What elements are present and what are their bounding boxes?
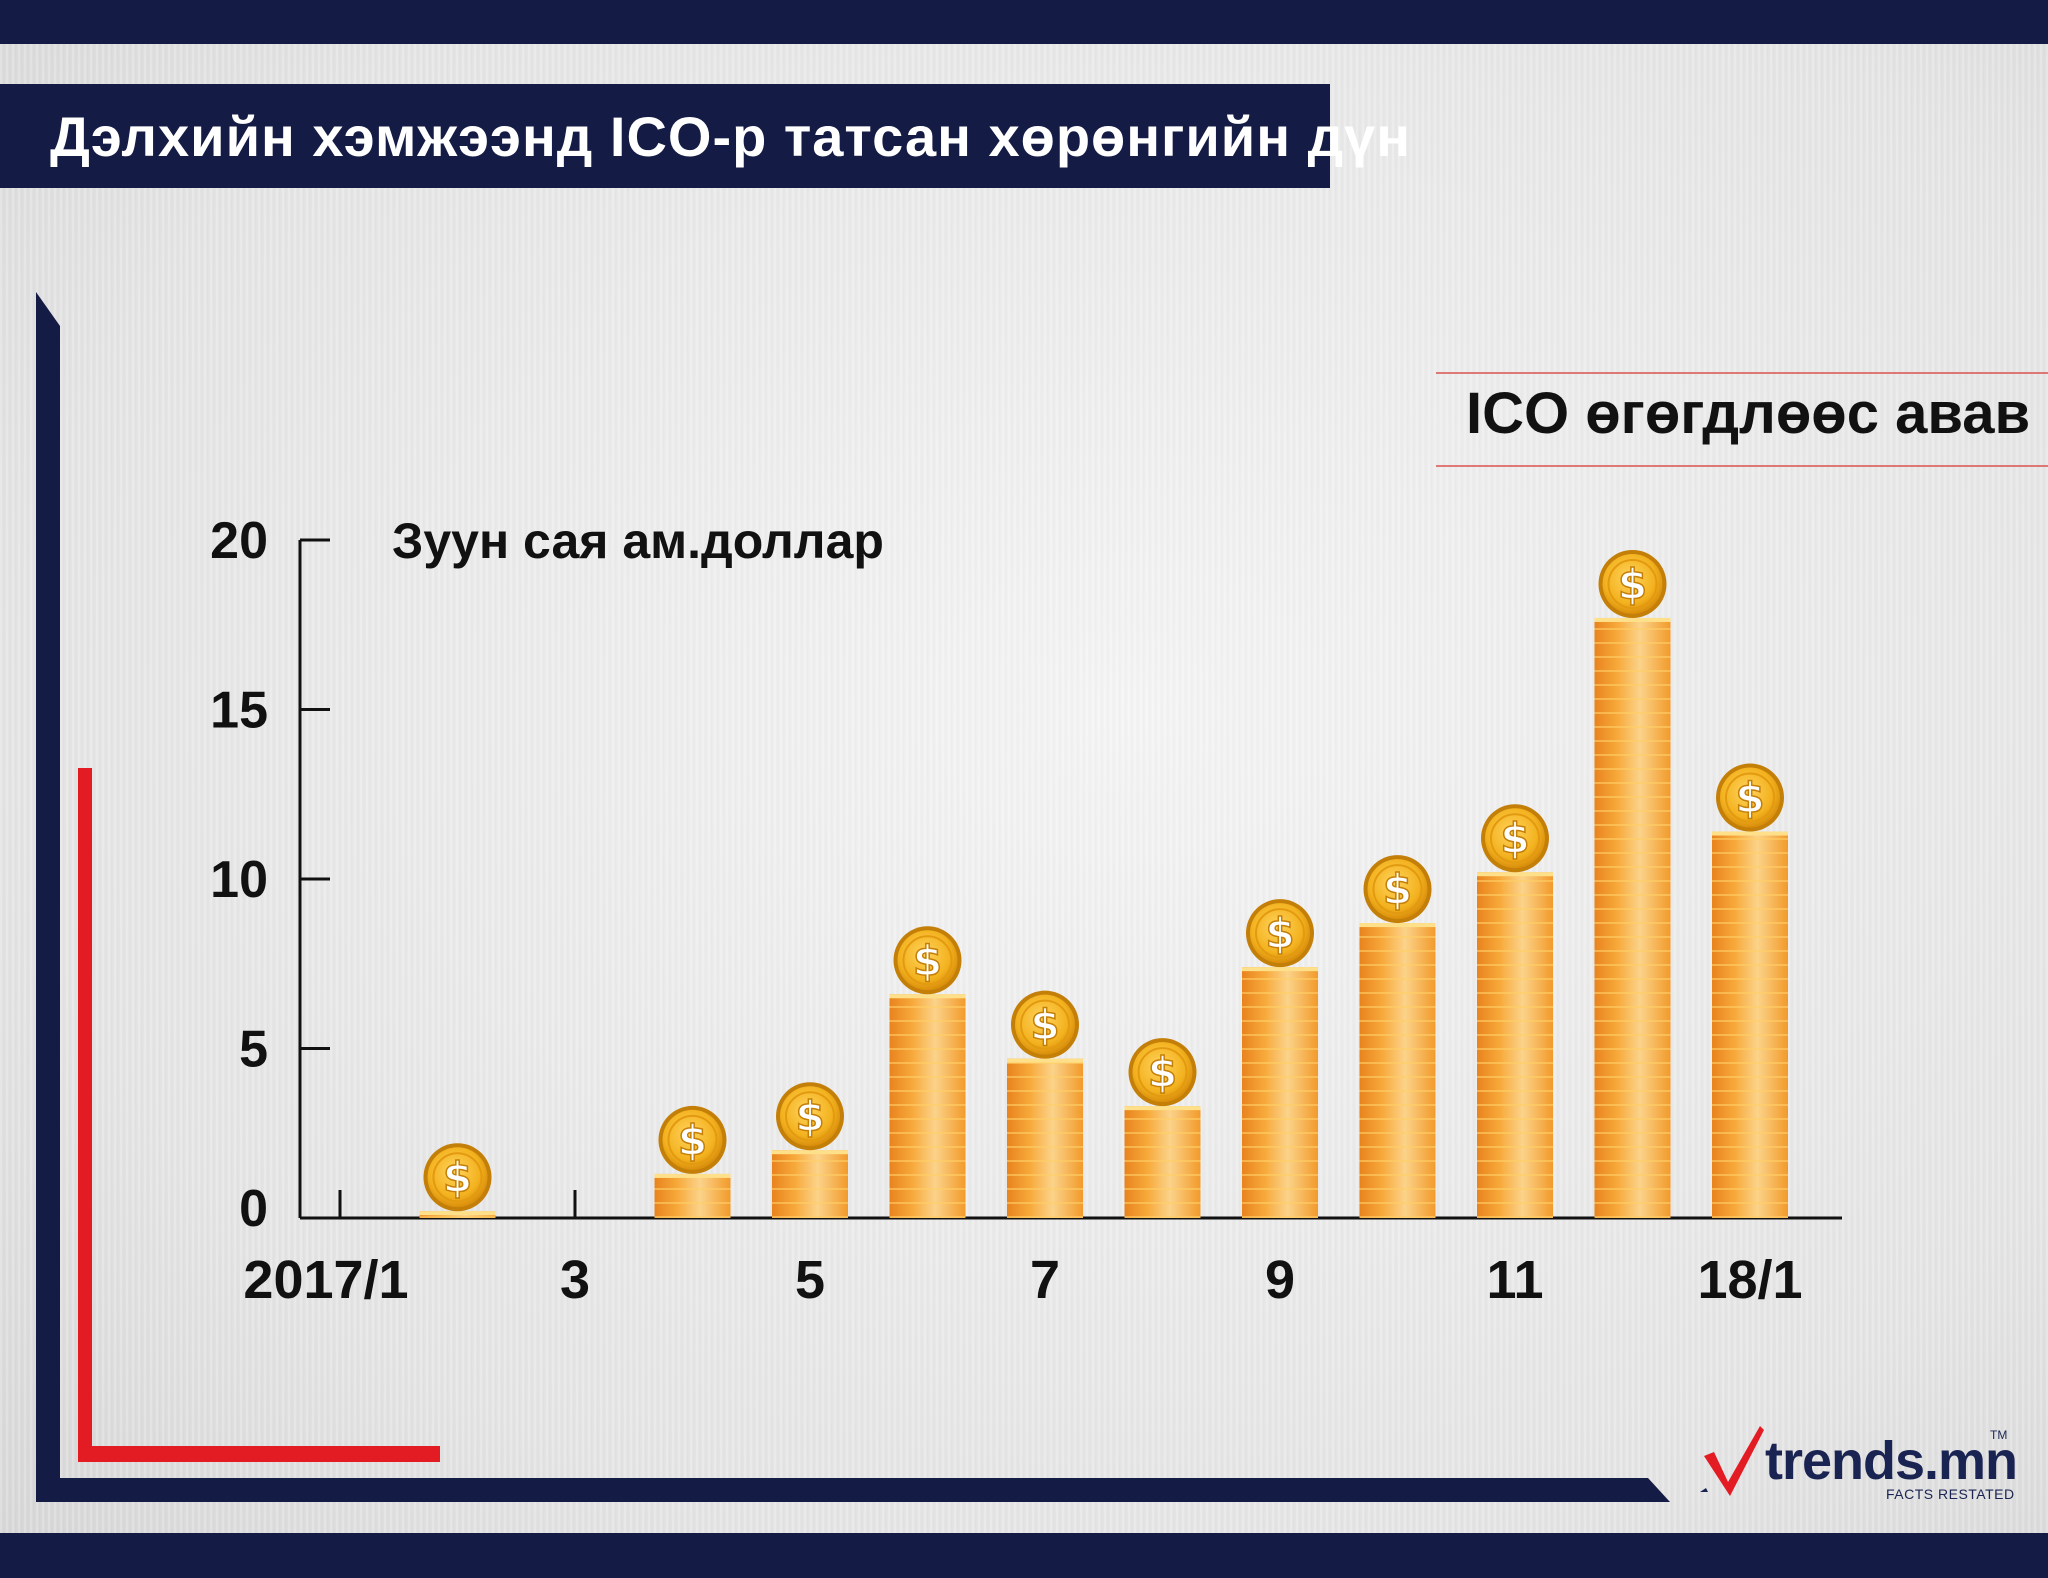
x-tick-label: 9: [1265, 1250, 1295, 1310]
bottom-bar: [0, 1533, 2048, 1578]
bar-texture: [654, 1173, 731, 1218]
x-tick-label: 2017/1: [243, 1250, 408, 1310]
bar-coin-stack: $: [1242, 899, 1318, 1218]
title-banner: Дэлхийн хэмжээнд ICO-р татсан хөрөнгийн …: [0, 84, 1410, 188]
coin-inner-ring: [785, 1091, 835, 1142]
bar-top-edge: [654, 1173, 731, 1178]
bar-top-edge: [772, 1150, 848, 1155]
bar-coin-stack: $: [1359, 855, 1436, 1218]
y-tick-label: 15: [210, 682, 268, 740]
coin-inner-ring: [1372, 864, 1423, 915]
bar-top-edge: [1594, 617, 1671, 622]
dollar-icon: $: [678, 1116, 707, 1165]
bar-coin-stack: $: [654, 1105, 731, 1218]
chart-title: Дэлхийн хэмжээнд ICO-р татсан хөрөнгийн …: [50, 104, 1412, 168]
bar-texture: [1124, 1106, 1201, 1218]
dollar-icon: $: [795, 1092, 824, 1141]
bar-coin-stack: $: [419, 1143, 496, 1218]
coin-inner-ring: [1020, 999, 1070, 1050]
top-bar: [0, 0, 2048, 44]
coin-face: [1602, 553, 1663, 614]
frame-bottom-red: [78, 1446, 440, 1462]
chart-bars: $ $ $ $ $ $ $ $ $ $ $: [419, 549, 1788, 1218]
coin-inner-ring: [1607, 558, 1658, 609]
frame-bottom-navy: [36, 1478, 1670, 1502]
coin-inner-ring: [667, 1114, 718, 1165]
coin-inner-ring: [902, 935, 953, 986]
x-tick-label: 7: [1030, 1250, 1060, 1310]
bar-coin-stack: $: [1477, 804, 1553, 1218]
coin-inner-ring: [1490, 813, 1540, 864]
coin-face: [1485, 808, 1545, 869]
bar-top-edge: [1712, 831, 1788, 836]
frame-decoration: [36, 292, 2048, 1502]
y-axis-unit-label: Зуун сая ам.доллар: [392, 513, 884, 569]
coin-inner-ring: [1255, 908, 1305, 959]
logo-tm-mark: TM: [1990, 1428, 2008, 1442]
bar-top-edge: [419, 1211, 496, 1216]
dollar-icon: $: [1735, 774, 1764, 823]
bar-top-edge: [889, 994, 966, 999]
bar-texture: [1242, 967, 1318, 1218]
bar-top-edge: [1359, 923, 1436, 928]
coin-inner-ring: [432, 1152, 483, 1203]
coin-face: [1720, 767, 1780, 828]
x-tick-label: 5: [795, 1250, 825, 1310]
dollar-icon: $: [1618, 560, 1647, 609]
x-tick-label: 3: [560, 1250, 590, 1310]
chart-axes: 0 5 10 15 20 2017/1 3 5 7 9 11 18/1: [210, 512, 1842, 1310]
bar-texture: [1007, 1058, 1083, 1218]
dollar-icon: $: [1265, 909, 1294, 958]
frame-left-navy: [36, 292, 60, 1478]
bar-top-edge: [1477, 872, 1553, 877]
y-tick-label: 10: [210, 851, 268, 909]
bar-top-edge: [1242, 967, 1318, 972]
logo-tagline: FACTS RESTATED: [1886, 1486, 2015, 1502]
bar-coin-stack: $: [1007, 990, 1083, 1218]
y-tick-label: 5: [239, 1021, 268, 1079]
bar-texture: [772, 1150, 848, 1218]
bar-texture: [1477, 872, 1553, 1218]
coin-face: [780, 1086, 840, 1147]
coin-inner-ring: [1137, 1047, 1188, 1098]
dollar-icon: $: [1500, 814, 1529, 863]
x-tick-label: 11: [1486, 1250, 1543, 1310]
coin-face: [897, 930, 958, 991]
dollar-icon: $: [1148, 1048, 1177, 1097]
bar-coin-stack: $: [772, 1082, 848, 1218]
logo-brand-text: trends.mn: [1765, 1431, 2018, 1491]
coin-face: [1367, 859, 1428, 920]
trends-logo: trends.mn TM FACTS RESTATED: [1700, 1426, 2020, 1506]
x-tick-label: 18/1: [1697, 1250, 1802, 1310]
bar-top-edge: [1124, 1106, 1201, 1111]
dollar-icon: $: [1383, 865, 1412, 914]
bar-texture: [1712, 831, 1788, 1218]
bar-coin-stack: $: [1124, 1038, 1201, 1218]
bar-coin-stack: $: [889, 926, 966, 1218]
coin-face: [1250, 903, 1310, 964]
bar-texture: [1594, 617, 1671, 1218]
coin-inner-ring: [1725, 772, 1775, 823]
dollar-icon: $: [1030, 1001, 1059, 1050]
bar-top-edge: [1007, 1058, 1083, 1063]
coin-face: [1015, 994, 1075, 1055]
bar-coin-stack: $: [1594, 549, 1671, 1218]
y-tick-label: 0: [239, 1180, 268, 1238]
bar-coin-stack: $: [1712, 763, 1788, 1218]
dollar-icon: $: [443, 1153, 472, 1202]
bar-texture: [889, 994, 966, 1218]
coin-face: [427, 1147, 488, 1208]
source-label: ICO өгөгдлөөс авав: [1466, 381, 2031, 446]
bar-texture: [1359, 923, 1436, 1218]
dollar-icon: $: [913, 936, 942, 985]
frame-left-red: [78, 768, 92, 1458]
y-tick-label: 20: [210, 512, 268, 570]
coin-face: [662, 1109, 723, 1170]
checkmark-logo-icon: [1700, 1426, 1764, 1496]
coin-face: [1132, 1042, 1193, 1103]
